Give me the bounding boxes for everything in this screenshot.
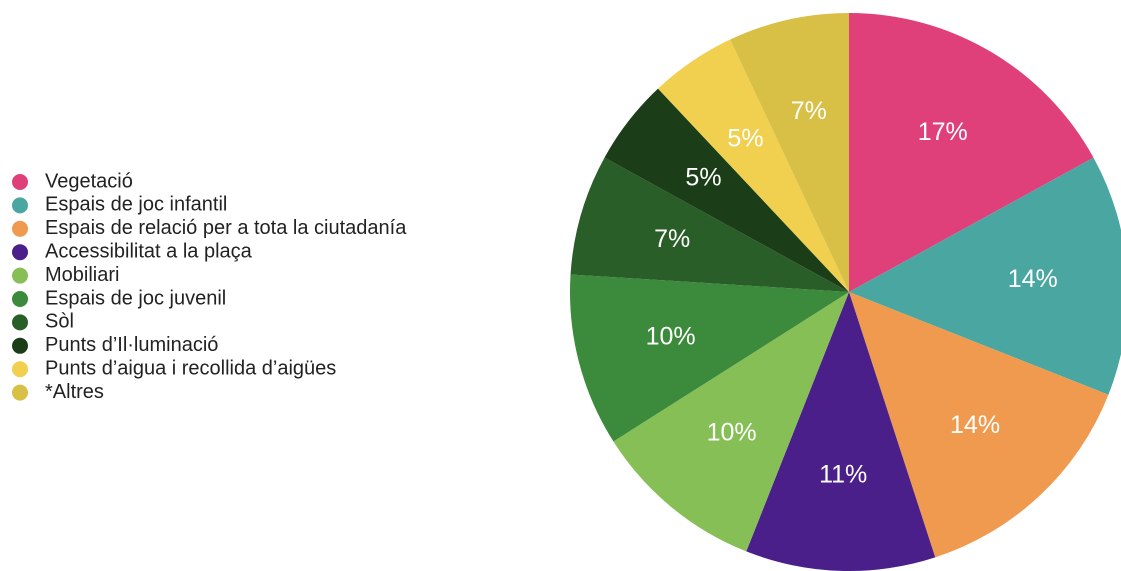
legend-label: Punts d’aigua i recollida d’aigües	[45, 357, 336, 379]
slice-label: 5%	[685, 164, 721, 192]
legend-label: Accessibilitat a la plaça	[45, 240, 253, 262]
legend-swatch	[12, 220, 28, 237]
pie-slice	[613, 292, 849, 552]
slice-label: 10%	[646, 322, 696, 350]
legend-swatch	[12, 291, 28, 307]
pie-slice	[658, 39, 849, 292]
pie-slice	[746, 292, 936, 571]
legend-swatch	[12, 174, 28, 190]
slice-label: 11%	[819, 461, 867, 489]
slice-label: 17%	[918, 118, 968, 146]
legend-label: Espais de joc juvenil	[45, 287, 226, 309]
legend-swatch	[12, 384, 28, 401]
legend-swatch	[12, 244, 28, 261]
legend-label: Espais de relació per a tota la ciutadan…	[45, 217, 407, 239]
legend-label: *Altres	[45, 381, 104, 403]
legend-label: Vegetació	[45, 170, 133, 192]
pie-slice	[849, 292, 1109, 558]
legend-swatch	[12, 337, 28, 354]
legend-swatch	[12, 361, 28, 378]
slice-label: 7%	[791, 97, 827, 125]
legend-swatch	[12, 197, 28, 214]
pie-slice	[849, 13, 1094, 292]
slice-label: 14%	[1008, 265, 1058, 293]
pie-slice	[570, 157, 849, 292]
legend-label: Punts d’Il·luminació	[45, 334, 218, 356]
legend-label: Sòl	[45, 311, 74, 333]
slice-label: 5%	[727, 124, 763, 152]
pie-slice	[604, 88, 849, 292]
slice-label: 7%	[654, 225, 690, 253]
pie-slice	[849, 157, 1121, 395]
legend-label: Mobiliari	[45, 264, 119, 286]
legend-swatch	[12, 314, 28, 331]
pie-slice	[730, 13, 849, 292]
slice-label: 10%	[707, 418, 757, 446]
legend-label: Espais de joc infantil	[45, 194, 227, 216]
legend-swatch	[12, 267, 28, 284]
slice-label: 14%	[950, 411, 1000, 439]
pie-slice	[570, 274, 849, 442]
